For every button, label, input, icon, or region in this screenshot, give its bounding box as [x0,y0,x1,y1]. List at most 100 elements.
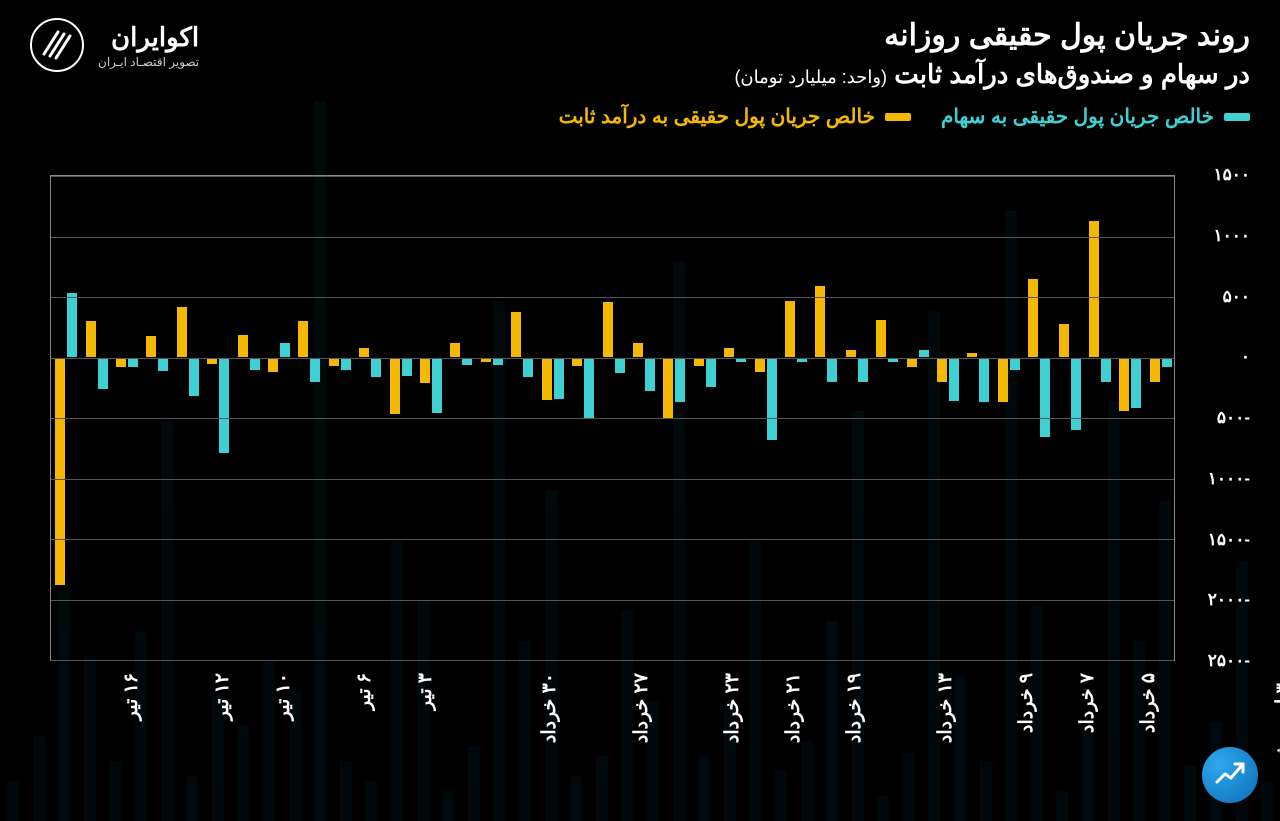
bar [268,358,278,373]
bar [177,307,187,358]
ytick: -۲۵۰۰ [1208,651,1250,671]
bar [572,358,582,366]
legend-item-series2: خالص جریان پول حقیقی به درآمد ثابت [559,104,911,129]
bar [158,358,168,371]
bar [55,358,65,585]
bar [827,358,837,382]
bar [1059,324,1069,358]
bar [116,358,126,368]
xlabel: ۶ تیر [353,673,376,710]
bar [846,350,856,357]
bar [250,358,260,370]
bar [755,358,765,373]
bar [615,358,625,374]
bar [371,358,381,377]
chart-title-line2: در سهام و صندوق‌های درآمد ثابت (واحد: می… [30,59,1250,90]
chart-area: ۱۵۰۰۱۰۰۰۵۰۰۰-۵۰۰-۱۰۰۰-۱۵۰۰-۲۰۰۰-۲۵۰۰ ۳۰ … [50,175,1175,791]
bar [785,301,795,358]
bar [1010,358,1020,370]
ytick: ۵۰۰ [1223,287,1250,307]
legend-item-series1: خالص جریان پول حقیقی به سهام [941,104,1250,129]
bar [907,358,917,368]
bar [1101,358,1111,382]
bar [98,358,108,389]
bar [1162,358,1172,368]
brand-icon [30,18,84,72]
bar [86,321,96,357]
brand-logo: اکوایران تصویر اقتصـاد ایـران [30,18,199,72]
bar [979,358,989,403]
bar [1071,358,1081,431]
legend-swatch-series1 [1224,113,1250,121]
bar [67,293,77,357]
xlabel: ۱۳ خرداد [934,673,957,743]
bar [1131,358,1141,409]
bar [724,348,734,358]
ytick: ۰ [1241,347,1250,367]
bar [876,320,886,358]
bar [420,358,430,383]
bar [493,358,503,365]
bar [310,358,320,382]
ytick: -۲۰۰۰ [1208,590,1250,610]
xlabel: ۳ تیر [414,673,437,710]
bar [450,343,460,358]
corner-badge-icon [1202,747,1258,803]
ytick: ۱۵۰۰ [1213,165,1250,185]
bar [390,358,400,415]
bar [1150,358,1160,382]
legend-label-series2: خالص جریان پول حقیقی به درآمد ثابت [559,104,875,129]
xlabel: ۲۱ خرداد [782,673,805,743]
stripes-icon [40,28,74,62]
bar [432,358,442,414]
ytick: -۱۰۰۰ [1208,469,1250,489]
bar [584,358,594,419]
xlabel: ۱۲ تیر [212,673,235,720]
ytick: -۱۵۰۰ [1208,530,1250,550]
bar [1028,279,1038,358]
bar [238,335,248,358]
xlabel: ۵ خرداد [1137,673,1160,733]
bar [998,358,1008,403]
bar [706,358,716,387]
chart-legend: خالص جریان پول حقیقی به سهام خالص جریان … [30,104,1250,129]
bar [663,358,673,419]
xlabel: ۳۰ اردیبهشت [1272,673,1280,777]
bar [523,358,533,377]
bar [402,358,412,376]
chart-unit: (واحد: میلیارد تومان) [734,67,887,87]
bar [462,358,472,365]
bar [189,358,199,397]
bar [329,358,339,366]
ytick: ۱۰۰۰ [1213,226,1250,246]
bar [298,321,308,357]
bar [219,358,229,454]
xlabel: ۱۹ خرداد [843,673,866,743]
bar [146,336,156,358]
bar [919,350,929,357]
brand-tagline: تصویر اقتصـاد ایـران [98,55,199,69]
bar [359,348,369,358]
bar [603,302,613,358]
brand-name: اکوایران [98,22,199,53]
chart-subtitle: در سهام و صندوق‌های درآمد ثابت [894,59,1250,89]
xlabel: ۷ خرداد [1076,673,1099,733]
legend-label-series1: خالص جریان پول حقیقی به سهام [941,104,1214,129]
y-axis: ۱۵۰۰۱۰۰۰۵۰۰۰-۵۰۰-۱۰۰۰-۱۵۰۰-۲۰۰۰-۲۵۰۰ [1180,175,1250,661]
bar [554,358,564,399]
bar [511,312,521,358]
bar [694,358,704,366]
xlabel: ۱۶ تیر [120,673,143,720]
bar [675,358,685,403]
plot [50,175,1175,661]
bar [128,358,138,368]
header: اکوایران تصویر اقتصـاد ایـران روند جریان… [30,18,1250,129]
xlabel: ۹ خرداد [1015,673,1038,733]
bar [767,358,777,440]
bar [1040,358,1050,438]
bar [633,343,643,358]
ytick: -۵۰۰ [1217,408,1250,428]
bar [949,358,959,402]
chart-title-line1: روند جریان پول حقیقی روزانه [30,18,1250,53]
legend-swatch-series2 [885,113,911,121]
